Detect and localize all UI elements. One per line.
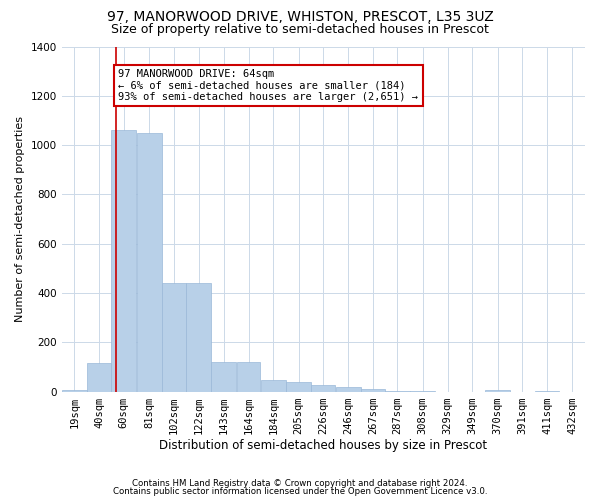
Bar (62, 390, 87, 392)
Bar (137, 133, 161, 392)
Bar (111, 130, 136, 392)
Bar (311, 386, 335, 392)
Text: Size of property relative to semi-detached houses in Prescot: Size of property relative to semi-detach… (111, 22, 489, 36)
Text: 97 MANORWOOD DRIVE: 64sqm
← 6% of semi-detached houses are smaller (184)
93% of : 97 MANORWOOD DRIVE: 64sqm ← 6% of semi-d… (118, 68, 418, 102)
Bar (286, 382, 311, 392)
Bar (87, 363, 111, 392)
Bar (361, 389, 385, 392)
Bar (335, 386, 361, 392)
Bar (186, 283, 211, 392)
X-axis label: Distribution of semi-detached houses by size in Prescot: Distribution of semi-detached houses by … (159, 440, 487, 452)
Text: Contains public sector information licensed under the Open Government Licence v3: Contains public sector information licen… (113, 487, 487, 496)
Y-axis label: Number of semi-detached properties: Number of semi-detached properties (15, 116, 25, 322)
Bar (162, 283, 185, 392)
Bar (261, 380, 286, 392)
Bar (211, 362, 236, 392)
Bar (236, 362, 260, 392)
Bar (485, 390, 510, 392)
Text: Contains HM Land Registry data © Crown copyright and database right 2024.: Contains HM Land Registry data © Crown c… (132, 478, 468, 488)
Text: 97, MANORWOOD DRIVE, WHISTON, PRESCOT, L35 3UZ: 97, MANORWOOD DRIVE, WHISTON, PRESCOT, L… (107, 10, 493, 24)
